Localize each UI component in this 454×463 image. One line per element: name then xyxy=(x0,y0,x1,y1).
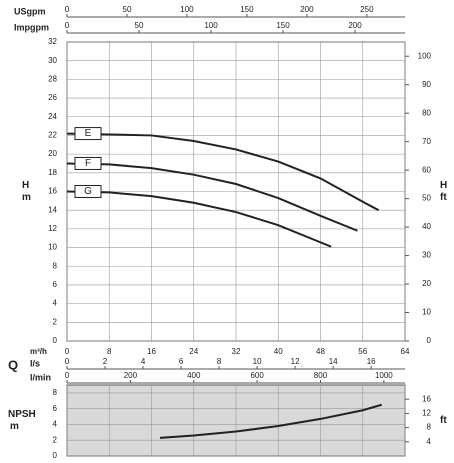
x-tick-label: 2 xyxy=(103,357,108,366)
x-tick-label: 50 xyxy=(135,21,144,30)
y-tick-label: 2 xyxy=(53,317,58,326)
y2-tick-label: 10 xyxy=(422,308,431,317)
x-tick-label: 600 xyxy=(250,371,264,380)
x-tick-label: 24 xyxy=(189,347,198,356)
x-tick-label: 200 xyxy=(348,21,362,30)
y2-tick-label: 70 xyxy=(422,137,431,146)
x-tick-label: 14 xyxy=(329,357,338,366)
x-tick-label: 0 xyxy=(65,371,70,380)
x-tick-label: 40 xyxy=(274,347,283,356)
y-tick-label: 4 xyxy=(53,299,58,308)
y-label: NPSH xyxy=(8,409,36,420)
y-tick-label: 32 xyxy=(48,37,57,46)
curve-label: G xyxy=(84,186,92,197)
x-tick-label: 4 xyxy=(141,357,146,366)
axis-label: Impgpm xyxy=(14,22,49,32)
y2-tick-label: 8 xyxy=(427,423,432,432)
y-tick-label: 22 xyxy=(48,131,57,140)
y-tick-label: 12 xyxy=(48,224,57,233)
y-tick-label: 24 xyxy=(48,112,57,121)
curve-label-box xyxy=(74,156,102,170)
y2-tick-label: 90 xyxy=(422,80,431,89)
curve xyxy=(66,132,380,212)
x-tick-label: 64 xyxy=(401,347,410,356)
y-tick-label: 16 xyxy=(48,187,57,196)
x-tick-label: 150 xyxy=(276,21,290,30)
y-unit: m xyxy=(22,192,31,203)
x-tick-label: 0 xyxy=(65,5,70,14)
x-label: m³/h xyxy=(30,347,47,356)
y-tick-label: 18 xyxy=(48,168,57,177)
y2-unit: ft xyxy=(440,192,447,203)
y-tick-label: 6 xyxy=(53,404,58,413)
x-tick-label: 6 xyxy=(179,357,184,366)
x-tick-label: 16 xyxy=(367,357,376,366)
curve-label: F xyxy=(85,158,91,169)
y-tick-label: 4 xyxy=(53,420,58,429)
y-tick-label: 2 xyxy=(53,435,58,444)
curve xyxy=(66,190,332,248)
side-label: Q xyxy=(8,357,18,372)
y-tick-label: 8 xyxy=(53,261,58,270)
y2-tick-label: 20 xyxy=(422,279,431,288)
curve xyxy=(159,403,383,439)
y2-tick-label: 50 xyxy=(422,194,431,203)
x-tick-label: 150 xyxy=(240,5,254,14)
y2-tick-label: 40 xyxy=(422,222,431,231)
x-tick-label: 8 xyxy=(107,347,112,356)
y-tick-label: 26 xyxy=(48,93,57,102)
y2-tick-label: 16 xyxy=(422,394,431,403)
y2-label: H xyxy=(440,180,447,191)
y-tick-label: 30 xyxy=(48,56,57,65)
x-tick-label: 400 xyxy=(187,371,201,380)
y-tick-label: 28 xyxy=(48,74,57,83)
y2-tick-label: 60 xyxy=(422,165,431,174)
y-unit: m xyxy=(10,421,19,432)
x-tick-label: 100 xyxy=(204,21,218,30)
y2-tick-label: 30 xyxy=(422,251,431,260)
y-tick-label: 10 xyxy=(48,243,57,252)
y2-tick-label: 4 xyxy=(427,437,432,446)
x-tick-label: 800 xyxy=(314,371,328,380)
x-tick-label: 16 xyxy=(147,347,156,356)
axis-label: l/s xyxy=(30,358,40,368)
y2-tick-label: 12 xyxy=(422,409,431,418)
curve-label-box xyxy=(74,127,102,141)
y-tick-label: 0 xyxy=(53,336,58,345)
x-tick-label: 100 xyxy=(180,5,194,14)
y-label: H xyxy=(22,180,29,191)
y2-tick-label: 0 xyxy=(427,336,432,345)
axis-label: l/min xyxy=(30,372,51,382)
y2-tick-label: 80 xyxy=(422,108,431,117)
x-tick-label: 48 xyxy=(316,347,325,356)
x-tick-label: 0 xyxy=(65,21,70,30)
y-tick-label: 14 xyxy=(48,205,57,214)
y-tick-label: 0 xyxy=(53,451,58,460)
x-tick-label: 50 xyxy=(123,5,132,14)
x-tick-label: 200 xyxy=(124,371,138,380)
y2-tick-label: 100 xyxy=(418,51,432,60)
y-tick-label: 8 xyxy=(53,388,58,397)
x-tick-label: 1000 xyxy=(375,371,393,380)
curve-label: E xyxy=(85,128,92,139)
x-tick-label: 12 xyxy=(291,357,300,366)
y2-unit: ft xyxy=(440,415,447,426)
curve xyxy=(66,162,358,232)
x-tick-label: 32 xyxy=(232,347,241,356)
x-tick-label: 200 xyxy=(300,5,314,14)
curve-label-box xyxy=(74,185,102,198)
x-tick-label: 56 xyxy=(358,347,367,356)
x-tick-label: 0 xyxy=(65,357,70,366)
y-tick-label: 20 xyxy=(48,149,57,158)
x-tick-label: 0 xyxy=(65,347,70,356)
x-tick-label: 10 xyxy=(253,357,262,366)
axis-label: USgpm xyxy=(14,6,46,16)
x-tick-label: 250 xyxy=(360,5,374,14)
x-tick-label: 8 xyxy=(217,357,222,366)
y-tick-label: 6 xyxy=(53,280,58,289)
